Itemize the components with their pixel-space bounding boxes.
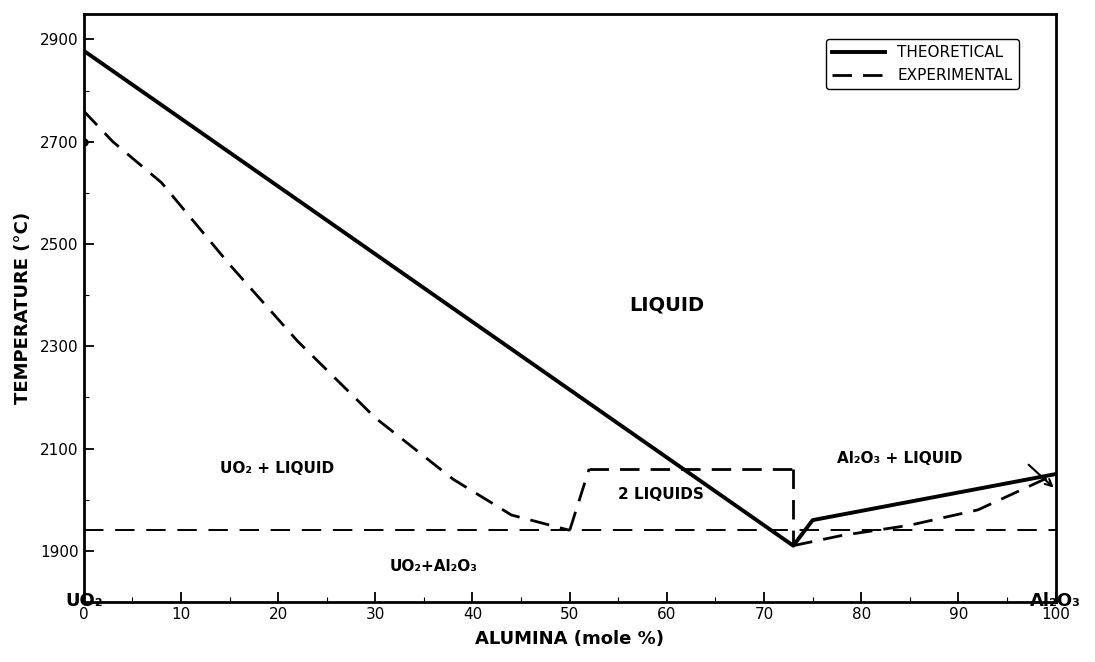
Legend: THEORETICAL, EXPERIMENTAL: THEORETICAL, EXPERIMENTAL [826,39,1018,89]
Text: UO₂: UO₂ [65,592,103,610]
Text: Al₂O₃ + LIQUID: Al₂O₃ + LIQUID [838,451,963,466]
Text: UO₂ + LIQUID: UO₂ + LIQUID [220,461,334,477]
Text: LIQUID: LIQUID [630,296,704,315]
Y-axis label: TEMPERATURE (°C): TEMPERATURE (°C) [14,212,32,404]
Text: Al₂O₃: Al₂O₃ [1030,592,1081,610]
Text: UO₂+Al₂O₃: UO₂+Al₂O₃ [390,559,477,574]
X-axis label: ALUMINA (mole %): ALUMINA (mole %) [475,630,665,648]
Text: 2 LIQUIDS: 2 LIQUIDS [619,487,704,502]
